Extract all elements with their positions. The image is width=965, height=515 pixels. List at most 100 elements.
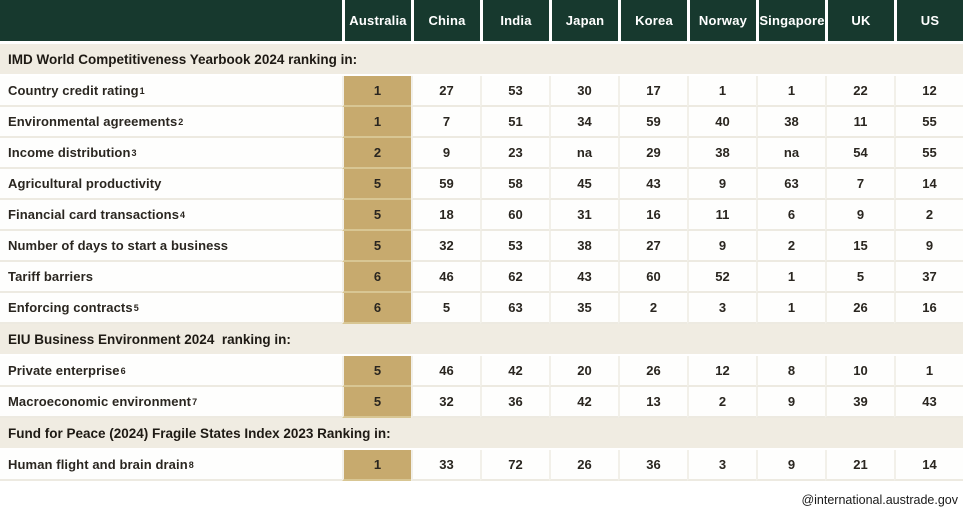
rank-cell: 34 <box>549 107 618 138</box>
rank-cell: 37 <box>894 262 963 293</box>
column-header-china: China <box>411 0 480 41</box>
row-label-cell: Enforcing contracts 5 <box>0 293 342 324</box>
row-label: Number of days to start a business <box>8 238 229 253</box>
row-label-cell: Private enterprise 6 <box>0 356 342 387</box>
rank-cell: na <box>756 138 825 169</box>
rank-cell: 43 <box>894 387 963 418</box>
row-label-cell: Environmental agreements 2 <box>0 107 342 138</box>
header-empty-cell <box>0 0 342 41</box>
rank-cell: 58 <box>480 169 549 200</box>
rank-cell: 46 <box>411 356 480 387</box>
rank-cell: 14 <box>894 450 963 481</box>
rank-cell: 5 <box>342 169 411 200</box>
rank-cell: 1 <box>756 76 825 107</box>
rank-cell: 17 <box>618 76 687 107</box>
rank-cell: 5 <box>342 387 411 418</box>
rank-cell: 46 <box>411 262 480 293</box>
rank-cell: 23 <box>480 138 549 169</box>
rank-cell: 27 <box>411 76 480 107</box>
rank-cell: 45 <box>549 169 618 200</box>
column-header-australia: Australia <box>342 0 411 41</box>
row-label-cell: Tariff barriers <box>0 262 342 293</box>
rank-cell: 31 <box>549 200 618 231</box>
rank-cell: na <box>549 138 618 169</box>
table-row: Income distribution 3 2 9 23 na 29 38 na 54 55 <box>0 138 963 169</box>
table-header-row: Australia China India Japan Korea Norway Singa… <box>0 0 963 41</box>
rank-cell: 16 <box>618 200 687 231</box>
table-row: Human flight and brain drain 8 1 33 72 26 36 3 9… <box>0 450 963 481</box>
rank-cell: 2 <box>618 293 687 324</box>
rank-cell: 15 <box>825 231 894 262</box>
rank-cell: 1 <box>687 76 756 107</box>
row-label-cell: Income distribution 3 <box>0 138 342 169</box>
rank-cell: 32 <box>411 231 480 262</box>
rank-cell: 9 <box>756 450 825 481</box>
rank-cell: 1 <box>342 107 411 138</box>
rank-cell: 59 <box>411 169 480 200</box>
row-label: Financial card transactions <box>8 207 180 222</box>
rank-cell: 7 <box>411 107 480 138</box>
rank-cell: 12 <box>894 76 963 107</box>
row-label: Country credit rating <box>8 83 139 98</box>
rank-cell: 42 <box>480 356 549 387</box>
rank-cell: 2 <box>687 387 756 418</box>
rank-cell: 43 <box>549 262 618 293</box>
rank-cell: 10 <box>825 356 894 387</box>
table-row: Environmental agreements 2 1 7 51 34 59 40 38 11 5… <box>0 107 963 138</box>
rank-cell: 9 <box>894 231 963 262</box>
rank-cell: 63 <box>756 169 825 200</box>
rank-cell: 35 <box>549 293 618 324</box>
row-label-cell: Macroeconomic environment 7 <box>0 387 342 418</box>
column-header-singapore: Singapore <box>756 0 825 41</box>
country-rankings-table: Australia China India Japan Korea Norway Singa… <box>0 0 963 481</box>
section-header: IMD World Competitiveness Yearbook 2024 … <box>0 44 963 74</box>
rank-cell: 9 <box>687 169 756 200</box>
rank-cell: 5 <box>411 293 480 324</box>
rank-cell: 16 <box>894 293 963 324</box>
rank-cell: 7 <box>825 169 894 200</box>
rank-cell: 1 <box>756 262 825 293</box>
row-label-cell: Agricultural productivity <box>0 169 342 200</box>
column-header-korea: Korea <box>618 0 687 41</box>
column-header-uk: UK <box>825 0 894 41</box>
table-row: Number of days to start a business 5 32 53 3… <box>0 231 963 262</box>
rank-cell: 6 <box>342 262 411 293</box>
rank-cell: 11 <box>825 107 894 138</box>
rank-cell: 6 <box>342 293 411 324</box>
rank-cell: 9 <box>756 387 825 418</box>
rank-cell: 8 <box>756 356 825 387</box>
rank-cell: 5 <box>825 262 894 293</box>
row-label: Private enterprise <box>8 363 120 378</box>
rank-cell: 36 <box>618 450 687 481</box>
rank-cell: 2 <box>342 138 411 169</box>
rank-cell: 13 <box>618 387 687 418</box>
section-header: Fund for Peace (2024) Fragile States Ind… <box>0 418 963 448</box>
credit-handle: @international.austrade.gov <box>801 493 958 507</box>
rank-cell: 11 <box>687 200 756 231</box>
rank-cell: 36 <box>480 387 549 418</box>
rank-cell: 33 <box>411 450 480 481</box>
rank-cell: 21 <box>825 450 894 481</box>
column-header-japan: Japan <box>549 0 618 41</box>
rank-cell: 14 <box>894 169 963 200</box>
rank-cell: 5 <box>342 231 411 262</box>
row-label-cell: Country credit rating 1 <box>0 76 342 107</box>
rank-cell: 2 <box>894 200 963 231</box>
row-label: Tariff barriers <box>8 269 94 284</box>
rank-cell: 1 <box>342 450 411 481</box>
rank-cell: 1 <box>342 76 411 107</box>
rank-cell: 38 <box>549 231 618 262</box>
row-label-cell: Number of days to start a business <box>0 231 342 262</box>
rank-cell: 1 <box>756 293 825 324</box>
row-label: Agricultural productivity <box>8 176 162 191</box>
rank-cell: 63 <box>480 293 549 324</box>
row-label-cell: Financial card transactions 4 <box>0 200 342 231</box>
section-header: EIU Business Environment 2024 ranking in… <box>0 324 963 354</box>
table-row: Enforcing contracts 5 6 5 63 35 2 3 1 26 16 <box>0 293 963 324</box>
rank-cell: 39 <box>825 387 894 418</box>
rank-cell: 9 <box>687 231 756 262</box>
rank-cell: 59 <box>618 107 687 138</box>
table-row: Private enterprise 6 5 46 42 20 26 12 8 10 1 <box>0 356 963 387</box>
rank-cell: 51 <box>480 107 549 138</box>
table-row: Macroeconomic environment 7 5 32 36 42 13 2 9 39 4… <box>0 387 963 418</box>
